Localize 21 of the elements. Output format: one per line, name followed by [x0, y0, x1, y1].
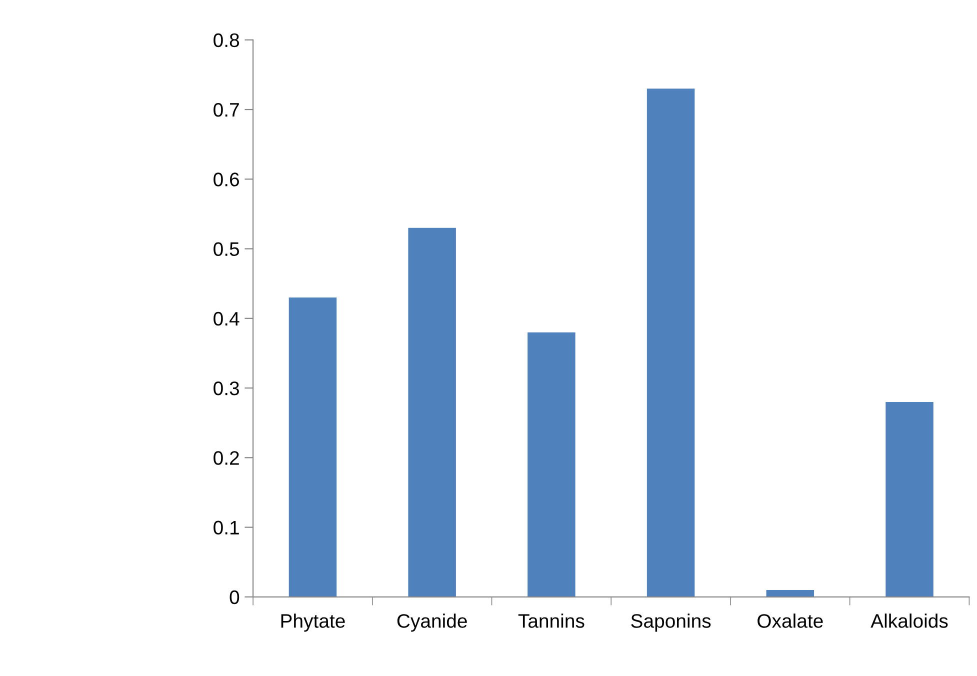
y-tick-label: 0.5 — [214, 242, 240, 256]
x-tick-label: Saponins — [631, 614, 711, 632]
x-tick-label: Cyanide — [397, 614, 467, 632]
bar — [408, 228, 456, 597]
y-tick-label: 0.1 — [214, 520, 239, 535]
bar — [886, 402, 934, 597]
bar — [646, 88, 695, 597]
x-tick-label: Phytate — [281, 614, 345, 632]
y-tick-label: 0 — [230, 590, 240, 604]
y-tick-label: 0.8 — [214, 33, 240, 48]
y-tick-label: 0.4 — [214, 312, 240, 326]
bar — [288, 298, 337, 597]
y-tick-label: 0.2 — [214, 451, 239, 465]
x-tick-label: Tannins — [518, 614, 584, 628]
x-tick-label: Alkaloids — [870, 614, 948, 628]
y-tick-label: 0.6 — [214, 172, 239, 186]
bar — [766, 590, 814, 597]
bar — [528, 332, 576, 597]
x-tick-label: Oxalate — [758, 614, 823, 628]
y-tick-label: 0.3 — [214, 381, 239, 396]
y-tick-label: 0.7 — [214, 102, 239, 117]
